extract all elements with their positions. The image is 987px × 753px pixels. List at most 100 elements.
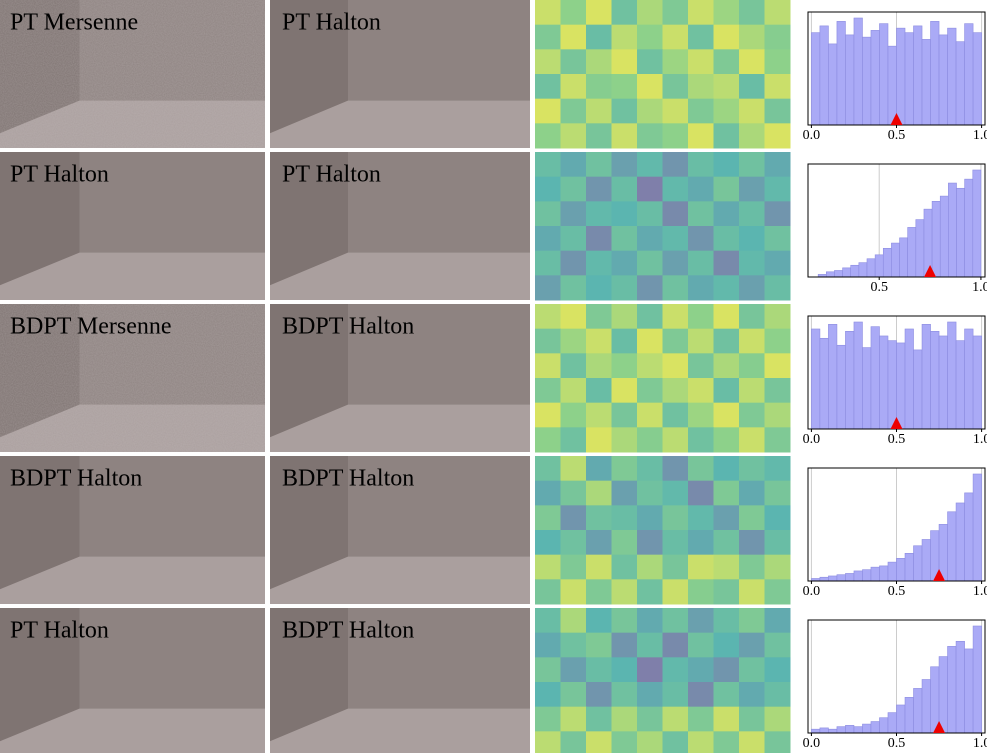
- heatmap-cell: [612, 555, 638, 580]
- render-label: BDPT Halton: [282, 618, 414, 644]
- heatmap-cell: [663, 682, 689, 707]
- heatmap-cell: [612, 657, 638, 682]
- heatmap-cell: [714, 49, 740, 74]
- histogram-bar: [948, 322, 957, 429]
- heatmap-cell: [612, 304, 638, 329]
- heatmap-cell: [663, 608, 689, 633]
- heatmap-cell: [739, 177, 765, 202]
- heatmap-cell: [714, 608, 740, 633]
- heatmap-cell: [739, 251, 765, 276]
- heatmap-cell: [714, 555, 740, 580]
- histogram-bar: [854, 571, 863, 581]
- x-tick-label: 0.0: [803, 584, 821, 599]
- heatmap-cell: [765, 579, 791, 604]
- heatmap-cell: [586, 403, 612, 428]
- heatmap-cell: [765, 456, 791, 481]
- heatmap-cell: [739, 378, 765, 403]
- histogram-bar: [843, 268, 851, 277]
- histogram-bar: [867, 259, 875, 277]
- heatmap-cell: [663, 226, 689, 251]
- heatmap-cell: [663, 251, 689, 276]
- heatmap-cell: [714, 201, 740, 226]
- heatmap-cell: [663, 99, 689, 124]
- histogram-bar: [956, 503, 965, 581]
- heatmap-cell: [561, 49, 587, 74]
- heatmap-cell: [765, 226, 791, 251]
- heatmap-cell: [637, 251, 663, 276]
- heatmap-cell: [688, 177, 714, 202]
- heatmap-cell: [535, 25, 561, 50]
- histogram-bar: [973, 474, 982, 581]
- heatmap-cell: [637, 505, 663, 530]
- heatmap-cell: [586, 707, 612, 732]
- histogram-bar: [905, 553, 914, 581]
- heatmap-cell: [612, 152, 638, 177]
- histogram-bar: [879, 566, 888, 581]
- heatmap-cell: [637, 633, 663, 658]
- heatmap-cell: [688, 201, 714, 226]
- heatmap-cell: [586, 74, 612, 99]
- heatmap-cell: [535, 657, 561, 682]
- render-label: PT Halton: [282, 162, 381, 188]
- histogram-bar: [914, 688, 923, 733]
- heatmap-cell: [561, 99, 587, 124]
- heatmap-cell: [637, 99, 663, 124]
- x-tick-label: 1.0: [973, 128, 987, 143]
- heatmap-cell: [561, 329, 587, 354]
- heatmap-cell: [663, 329, 689, 354]
- histogram-bar: [854, 322, 863, 429]
- heatmap-cell: [739, 25, 765, 50]
- heatmap-cell: [663, 731, 689, 753]
- histogram-bar: [828, 324, 837, 429]
- histogram-bar: [888, 341, 897, 429]
- histogram-bar: [905, 329, 914, 429]
- heatmap-cell: [688, 481, 714, 506]
- heatmap-cell: [561, 378, 587, 403]
- heatmap-cell: [535, 99, 561, 124]
- heatmap-cell: [663, 152, 689, 177]
- heatmap-cell: [688, 555, 714, 580]
- histogram-bar: [973, 33, 982, 125]
- heatmap-cell: [739, 731, 765, 753]
- heatmap-cell: [663, 555, 689, 580]
- x-tick-label: 1.0: [973, 584, 987, 599]
- histogram-bar: [811, 33, 820, 125]
- histogram-bar: [965, 179, 973, 277]
- heatmap-cell: [561, 530, 587, 555]
- heatmap-cell: [714, 456, 740, 481]
- histogram-bar: [965, 24, 974, 125]
- render-label: BDPT Halton: [10, 466, 142, 492]
- histogram-bar: [828, 44, 837, 125]
- heatmap-cell: [688, 608, 714, 633]
- heatmap-cell: [561, 403, 587, 428]
- histogram-bar: [973, 170, 981, 277]
- heatmap-cell: [663, 456, 689, 481]
- histogram-bar: [820, 26, 829, 125]
- histogram-bar: [948, 183, 956, 277]
- heatmap-cell: [714, 275, 740, 300]
- heatmap-cell: [612, 530, 638, 555]
- heatmap-cell: [586, 657, 612, 682]
- heatmap-cell: [688, 682, 714, 707]
- heatmap-cell: [688, 456, 714, 481]
- heatmap-cell: [663, 275, 689, 300]
- heatmap-cell: [637, 707, 663, 732]
- heatmap-cell: [663, 427, 689, 452]
- histogram-bar: [837, 575, 846, 581]
- histogram-bar: [837, 727, 846, 733]
- heatmap-cell: [688, 123, 714, 148]
- heatmap-cell: [765, 177, 791, 202]
- histogram-bar: [905, 697, 914, 733]
- heatmap-cell: [637, 378, 663, 403]
- x-tick-label: 1.0: [972, 280, 987, 295]
- heatmap-cell: [688, 329, 714, 354]
- heatmap-cell: [688, 152, 714, 177]
- heatmap-cell: [765, 657, 791, 682]
- heatmap-cell: [637, 682, 663, 707]
- histogram-bar: [956, 341, 965, 429]
- heatmap-cell: [612, 329, 638, 354]
- heatmap-cell: [739, 579, 765, 604]
- histogram-bar: [879, 718, 888, 733]
- heatmap-cell: [561, 0, 587, 25]
- heatmap-cell: [637, 481, 663, 506]
